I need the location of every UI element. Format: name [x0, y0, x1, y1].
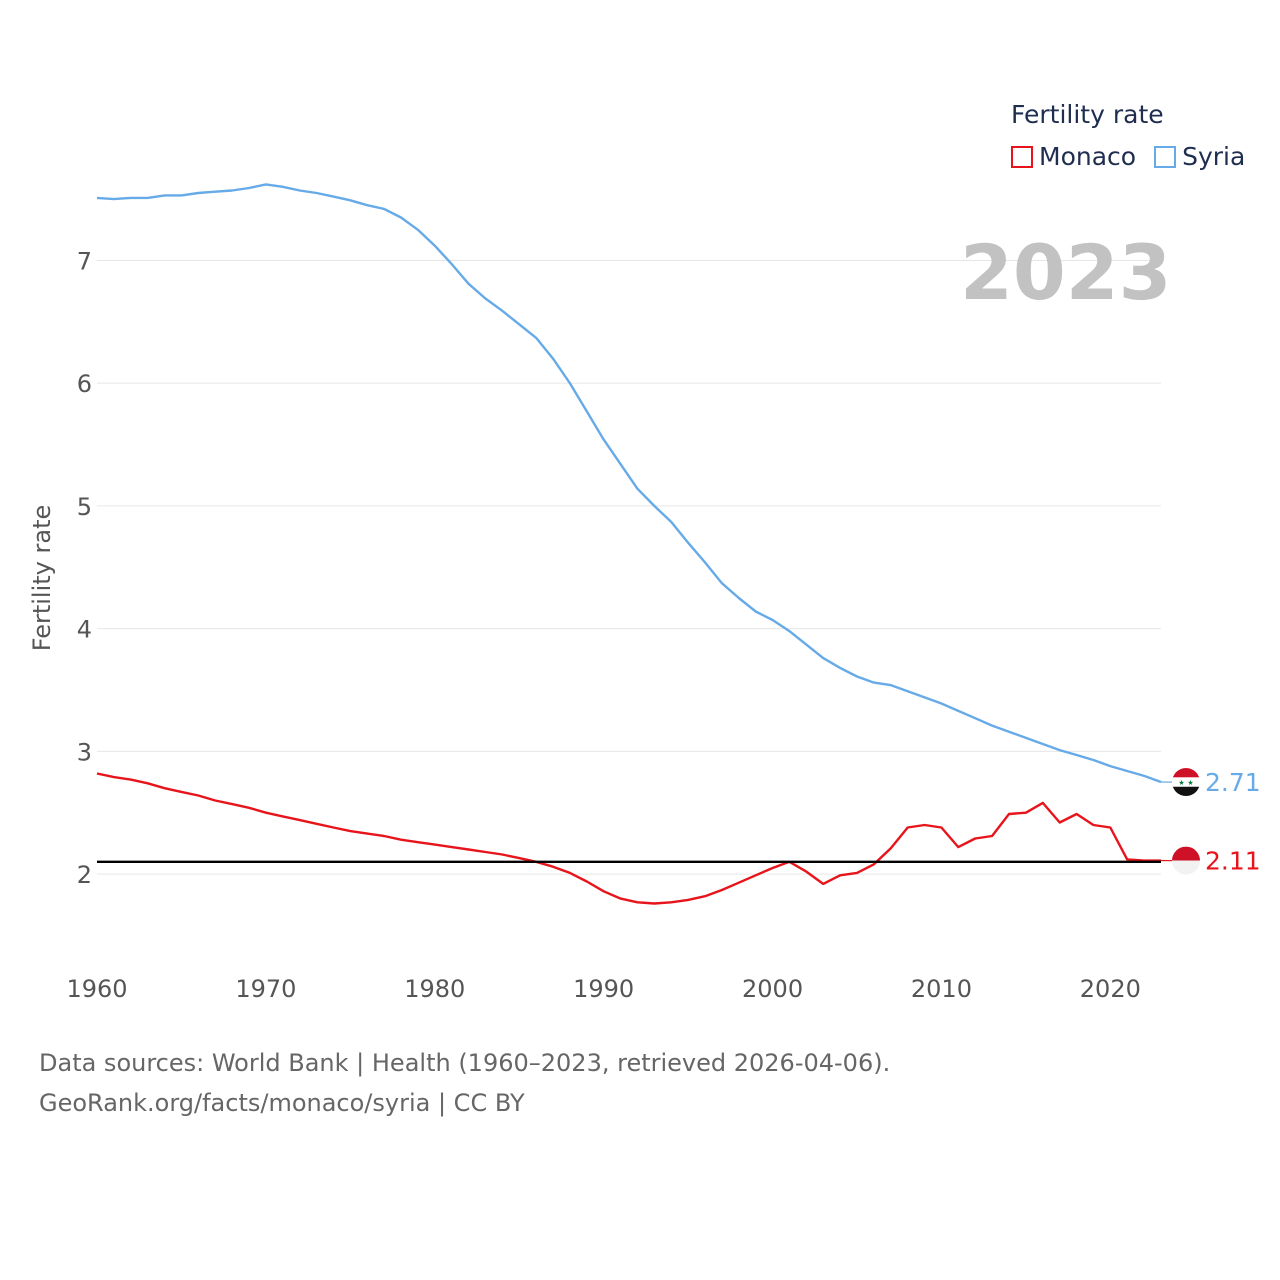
svg-text:★: ★ [1178, 779, 1184, 787]
legend: Monaco Syria [1011, 142, 1245, 171]
y-tick-label: 2 [77, 861, 92, 889]
x-axis-ticks: 1960 1970 1980 1990 2000 2010 2020 [66, 975, 1140, 1003]
y-tick-label: 4 [77, 616, 92, 644]
y-tick-label: 5 [77, 493, 92, 521]
legend-title: Fertility rate [1011, 100, 1164, 129]
y-tick-label: 6 [77, 370, 92, 398]
x-tick-label: 2020 [1080, 975, 1141, 1003]
end-value-label-monaco: 2.11 [1205, 847, 1261, 876]
legend-label-syria: Syria [1182, 142, 1246, 171]
x-tick-label: 1970 [235, 975, 296, 1003]
legend-item-monaco[interactable]: Monaco [1011, 142, 1136, 171]
y-tick-label: 7 [77, 247, 92, 275]
x-tick-label: 1980 [404, 975, 465, 1003]
series-end-markers: ★ ★ [1172, 768, 1200, 875]
series-lines: 2.71 2.11 [96, 183, 1261, 905]
end-value-label-syria: 2.71 [1205, 768, 1261, 797]
current-year-label: 2023 [960, 228, 1172, 317]
syria-flag-icon: ★ ★ [1172, 768, 1200, 797]
x-tick-label: 2000 [742, 975, 803, 1003]
legend-swatch-monaco [1011, 145, 1033, 168]
x-tick-label: 2010 [911, 975, 972, 1003]
series-line-monaco [96, 772, 1161, 905]
legend-item-syria[interactable]: Syria [1154, 142, 1245, 171]
legend-swatch-syria [1154, 145, 1177, 168]
legend-label-monaco: Monaco [1039, 142, 1137, 171]
y-axis-label: Fertility rate [28, 504, 56, 652]
source-line-1: Data sources: World Bank | Health (1960–… [39, 1049, 891, 1077]
grid-lines [97, 259, 1161, 875]
source-line-2: GeoRank.org/facts/monaco/syria | CC BY [39, 1089, 525, 1117]
y-axis-ticks: 2 3 4 5 6 7 [77, 247, 92, 889]
svg-text:★: ★ [1187, 779, 1193, 787]
x-tick-label: 1960 [66, 975, 127, 1003]
monaco-flag-icon [1172, 846, 1200, 875]
y-tick-label: 3 [77, 738, 92, 766]
source-note: Data sources: World Bank | Health (1960–… [39, 1043, 890, 1123]
series-line-syria [96, 183, 1162, 784]
x-tick-label: 1990 [573, 975, 634, 1003]
